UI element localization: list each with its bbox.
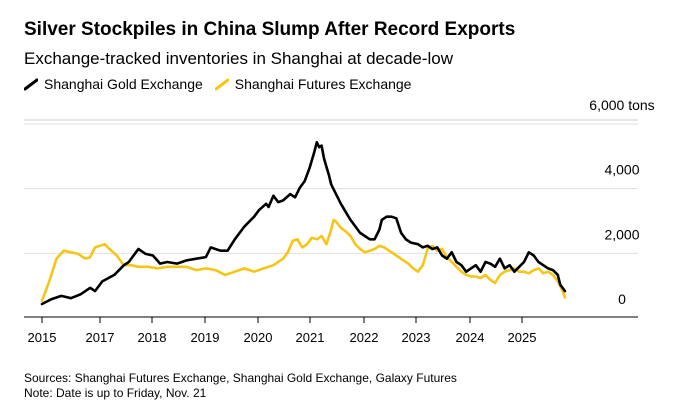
y-tick-label: 6,000 tons	[589, 97, 654, 113]
x-tick-label: 2022	[350, 330, 379, 345]
y-tick-label: 2,000	[604, 226, 639, 242]
legend-swatch-shfe	[214, 78, 229, 91]
y-tick-label: 4,000	[604, 162, 639, 178]
chart-title: Silver Stockpiles in China Slump After R…	[24, 19, 516, 40]
legend-label-shfe: Shanghai Futures Exchange	[234, 76, 412, 92]
line-chart: 0 2,000 4,000 6,000 tons 2015 2017 2018 2019 202…	[24, 97, 655, 345]
x-tick-label: 2019	[191, 330, 220, 345]
x-tick-label: 2017	[86, 330, 115, 345]
x-tick-label: 2020	[244, 330, 273, 345]
series-layer	[40, 141, 567, 306]
x-tick-label: 2025	[508, 330, 537, 345]
legend-label-sge: Shanghai Gold Exchange	[44, 76, 203, 92]
axis-layer: 0 2,000 4,000 6,000 tons 2015 2017 2018 2019 202…	[24, 97, 655, 345]
date-note: Note: Date is up to Friday, Nov. 21	[24, 386, 207, 400]
grid-layer	[24, 119, 638, 254]
legend-swatch-sge	[24, 78, 38, 91]
y-tick-label: 0	[618, 291, 626, 307]
x-tick-label: 2021	[296, 330, 325, 345]
legend: Shanghai Gold Exchange Shanghai Futures …	[24, 76, 423, 92]
series-line-shfe	[40, 218, 567, 303]
legend-item-shfe: Shanghai Futures Exchange	[214, 76, 412, 92]
x-tick-label: 2023	[402, 330, 431, 345]
legend-item-sge: Shanghai Gold Exchange	[24, 76, 203, 92]
x-tick-label: 2018	[138, 330, 167, 345]
series-line-sge	[40, 141, 567, 306]
x-tick-label: 2015	[28, 330, 57, 345]
x-tick-label: 2024	[456, 330, 485, 345]
chart-subtitle: Exchange-tracked inventories in Shanghai…	[24, 49, 454, 68]
sources-note: Sources: Shanghai Futures Exchange, Shan…	[24, 371, 457, 385]
